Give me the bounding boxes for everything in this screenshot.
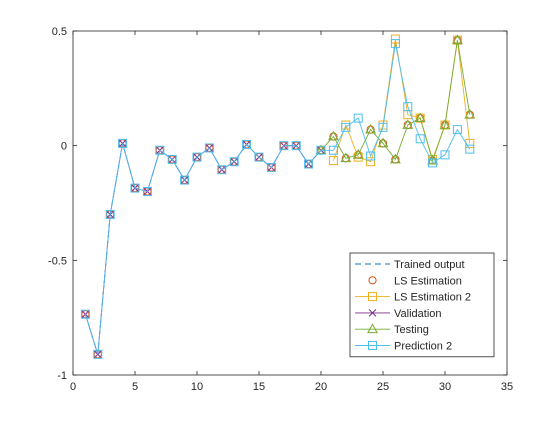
data-point-prediction-2 bbox=[217, 165, 227, 175]
data-point-ls-estimation-2 bbox=[390, 34, 400, 44]
legend: Trained output LS Estimation LS Estimation… bbox=[349, 252, 495, 358]
data-point-prediction-2 bbox=[378, 122, 388, 132]
data-point-ls-estimation-2 bbox=[366, 157, 376, 167]
data-point-prediction-2 bbox=[465, 144, 475, 154]
x-tick-label: 30 bbox=[439, 381, 451, 393]
data-point-prediction-2 bbox=[415, 134, 425, 144]
legend-item-ls-estimation: LS Estimation bbox=[368, 275, 462, 287]
data-point-testing bbox=[389, 153, 401, 164]
data-point-testing bbox=[315, 144, 327, 155]
data-point-testing bbox=[427, 154, 439, 165]
legend-label: Testing bbox=[394, 324, 429, 336]
legend-label: Validation bbox=[394, 308, 442, 320]
y-tick-label: 0.5 bbox=[52, 26, 67, 38]
series-prediction-2 bbox=[80, 39, 475, 359]
x-tick-label: 10 bbox=[191, 381, 203, 393]
legend-label: LS Estimation bbox=[394, 275, 462, 287]
data-point-testing bbox=[414, 112, 426, 123]
x-tick-label: 5 bbox=[132, 381, 138, 393]
data-point-prediction-2 bbox=[142, 187, 152, 197]
data-point-prediction-2 bbox=[341, 122, 351, 132]
series-line-prediction-2 bbox=[84, 43, 471, 355]
data-point-prediction-2 bbox=[118, 138, 128, 148]
data-point-testing bbox=[340, 152, 352, 163]
legend-marker-ls-estimation-2 bbox=[368, 292, 377, 302]
data-point-prediction-2 bbox=[180, 175, 190, 185]
y-tick-label: -1 bbox=[57, 370, 67, 382]
data-point-prediction-2 bbox=[440, 150, 450, 160]
data-point-testing bbox=[352, 149, 364, 159]
data-point-prediction-2 bbox=[93, 349, 103, 359]
data-point-testing bbox=[439, 119, 451, 129]
legend-marker-ls-estimation bbox=[368, 276, 377, 285]
data-point-prediction-2 bbox=[229, 157, 239, 167]
data-point-testing bbox=[402, 119, 414, 129]
data-point-prediction-2 bbox=[390, 39, 400, 49]
axes-box bbox=[72, 30, 508, 376]
data-point-prediction-2 bbox=[428, 158, 438, 168]
data-point-testing bbox=[365, 123, 377, 134]
legend-item-trained-output: Trained output bbox=[355, 259, 465, 271]
data-point-prediction-2 bbox=[316, 145, 326, 155]
legend-item-prediction-2: Prediction 2 bbox=[355, 341, 452, 353]
y-tick-label: -0.5 bbox=[48, 255, 67, 267]
legend-label: Trained output bbox=[394, 259, 465, 271]
x-tick-label: 0 bbox=[70, 381, 76, 393]
legend-box bbox=[349, 252, 495, 358]
legend-marker-validation bbox=[368, 309, 377, 317]
data-point-prediction-2 bbox=[452, 125, 462, 135]
data-point-prediction-2 bbox=[155, 145, 165, 155]
axes-frame bbox=[72, 30, 508, 376]
data-point-prediction-2 bbox=[328, 145, 338, 155]
x-tick-label: 20 bbox=[315, 381, 327, 393]
series-testing bbox=[315, 34, 476, 165]
data-point-testing bbox=[327, 130, 339, 141]
y-tick-label: 0 bbox=[61, 141, 67, 153]
data-point-testing bbox=[464, 108, 476, 119]
legend-label: Prediction 2 bbox=[394, 341, 452, 353]
legend-item-testing: Testing bbox=[355, 323, 429, 336]
data-point-ls-estimation-2 bbox=[328, 156, 338, 166]
plot-area bbox=[80, 34, 476, 359]
data-point-prediction-2 bbox=[366, 151, 376, 161]
data-point-prediction-2 bbox=[266, 162, 276, 172]
x-tick-label: 25 bbox=[377, 381, 389, 393]
data-point-prediction-2 bbox=[204, 143, 214, 153]
legend-label: LS Estimation 2 bbox=[394, 292, 471, 304]
x-tick-label: 35 bbox=[501, 381, 513, 393]
legend-item-validation: Validation bbox=[355, 308, 442, 320]
data-point-prediction-2 bbox=[291, 141, 301, 151]
data-point-prediction-2 bbox=[254, 152, 264, 162]
data-point-prediction-2 bbox=[167, 154, 177, 164]
data-point-prediction-2 bbox=[403, 102, 413, 112]
data-point-prediction-2 bbox=[279, 141, 289, 151]
y-axis: -1 -0.5 0 0.5 bbox=[48, 26, 507, 382]
x-axis: 0 5 10 15 20 25 30 35 bbox=[70, 31, 513, 393]
data-point-prediction-2 bbox=[130, 183, 140, 193]
legend-marker-prediction-2 bbox=[368, 341, 377, 350]
legend-item-ls-estimation-2: LS Estimation 2 bbox=[355, 292, 471, 304]
data-point-testing bbox=[451, 34, 463, 45]
series-line-testing bbox=[320, 40, 471, 163]
x-tick-label: 15 bbox=[253, 381, 265, 393]
data-point-prediction-2 bbox=[304, 159, 314, 169]
legend-marker-testing bbox=[367, 323, 378, 334]
data-point-prediction-2 bbox=[242, 140, 252, 150]
data-point-prediction-2 bbox=[353, 113, 363, 123]
data-point-prediction-2 bbox=[105, 209, 115, 219]
data-point-prediction-2 bbox=[192, 152, 202, 162]
data-point-testing bbox=[377, 137, 389, 148]
data-point-prediction-2 bbox=[80, 309, 90, 319]
